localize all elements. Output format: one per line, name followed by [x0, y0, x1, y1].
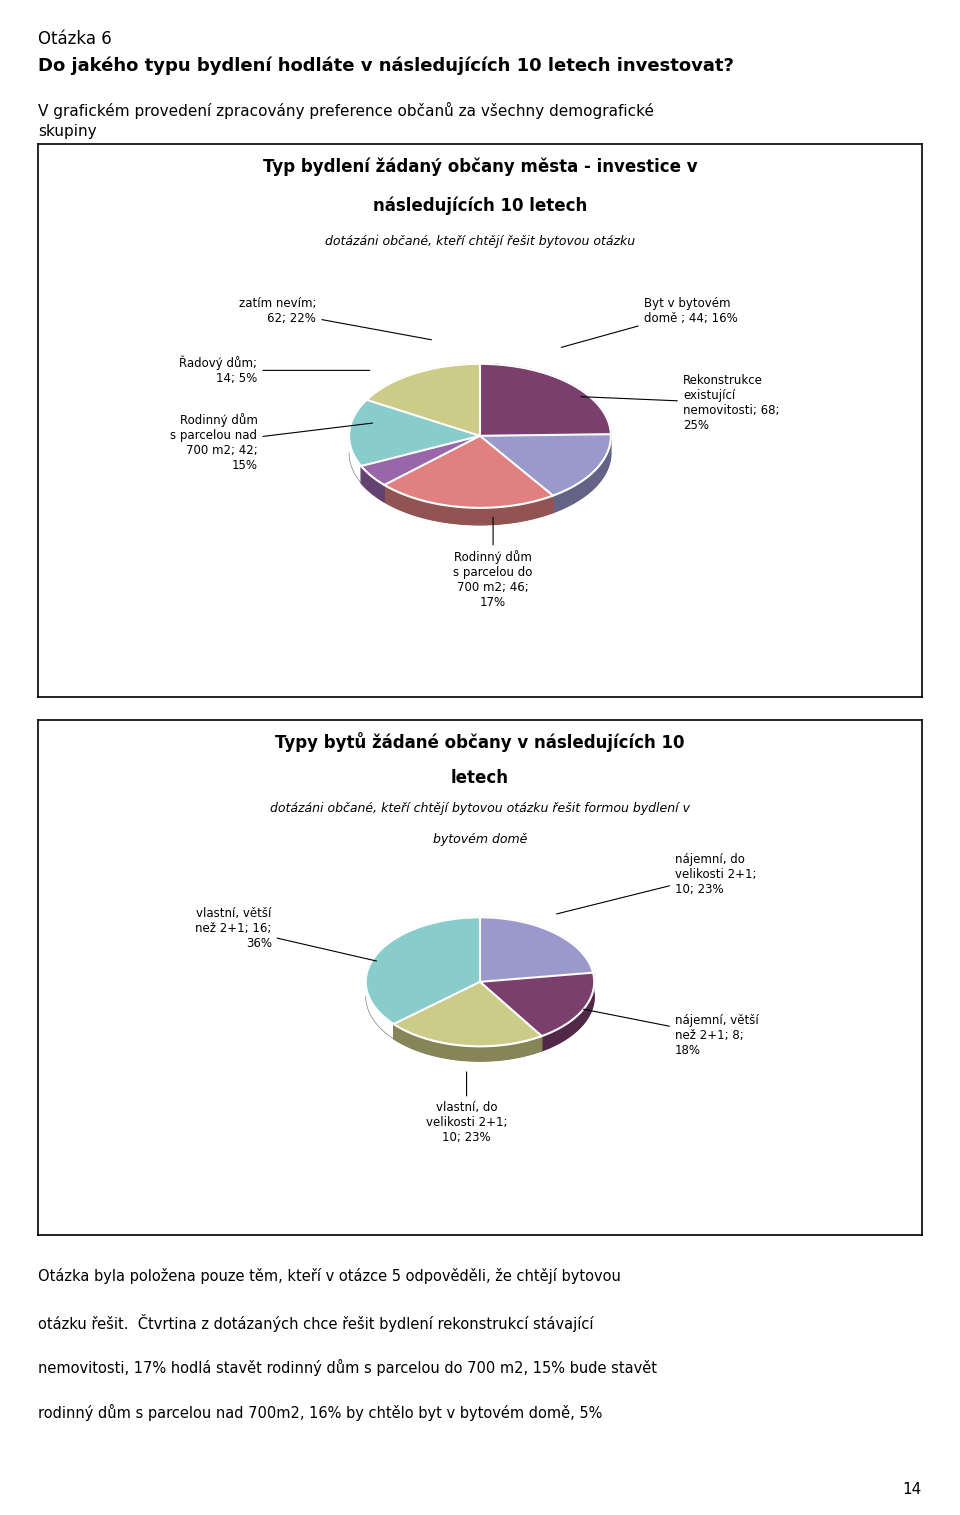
- Text: Řadový dům;
14; 5%: Řadový dům; 14; 5%: [180, 356, 370, 385]
- Text: Byt v bytovém
domě ; 44; 16%: Byt v bytovém domě ; 44; 16%: [562, 297, 737, 347]
- Text: vlastní, větší
než 2+1; 16;
36%: vlastní, větší než 2+1; 16; 36%: [195, 906, 376, 961]
- Polygon shape: [553, 435, 611, 512]
- Polygon shape: [366, 917, 480, 1024]
- Polygon shape: [541, 973, 594, 1051]
- Text: Rekonstrukce
existující
nemovitosti; 68;
25%: Rekonstrukce existující nemovitosti; 68;…: [581, 374, 780, 432]
- Text: rodinný dům s parcelou nad 700m2, 16% by chtělo byt v bytovém domě, 5%: rodinný dům s parcelou nad 700m2, 16% by…: [38, 1404, 603, 1421]
- Text: dotázáni občané, kteří chtějí řešit bytovou otázku: dotázáni občané, kteří chtějí řešit byto…: [324, 235, 636, 248]
- Text: Rodinný dům
s parcelou nad
700 m2; 42;
15%: Rodinný dům s parcelou nad 700 m2; 42; 1…: [171, 414, 372, 471]
- Text: vlastní, do
velikosti 2+1;
10; 23%: vlastní, do velikosti 2+1; 10; 23%: [426, 1073, 507, 1144]
- Polygon shape: [367, 364, 480, 436]
- Text: letech: letech: [451, 768, 509, 786]
- Polygon shape: [361, 436, 480, 485]
- Polygon shape: [384, 436, 553, 508]
- Text: Typ bydlení žádaný občany města - investice v: Typ bydlení žádaný občany města - invest…: [263, 158, 697, 176]
- Text: nájemní, větší
než 2+1; 8;
18%: nájemní, větší než 2+1; 8; 18%: [584, 1009, 758, 1057]
- Text: skupiny: skupiny: [38, 124, 97, 139]
- Polygon shape: [480, 364, 611, 436]
- Text: Otázka byla položena pouze těm, kteří v otázce 5 odpověděli, že chtějí bytovou: Otázka byla položena pouze těm, kteří v …: [38, 1268, 621, 1285]
- Polygon shape: [384, 485, 553, 524]
- Polygon shape: [394, 982, 541, 1047]
- Text: 14: 14: [902, 1482, 922, 1497]
- Polygon shape: [349, 400, 480, 467]
- Text: otázku řešit.  Čtvrtina z dotázaných chce řešit bydlení rekonstrukcí stávající: otázku řešit. Čtvrtina z dotázaných chce…: [38, 1314, 594, 1332]
- Text: V grafickém provedení zpracovány preference občanů za všechny demografické: V grafickém provedení zpracovány prefere…: [38, 102, 655, 118]
- Polygon shape: [361, 467, 384, 501]
- Text: nemovitosti, 17% hodlá stavět rodinný dům s parcelou do 700 m2, 15% bude stavět: nemovitosti, 17% hodlá stavět rodinný dů…: [38, 1359, 658, 1376]
- Text: nájemní, do
velikosti 2+1;
10; 23%: nájemní, do velikosti 2+1; 10; 23%: [557, 853, 756, 914]
- Polygon shape: [480, 973, 594, 1036]
- Text: Do jakého typu bydlení hodláte v následujících 10 letech investovat?: Do jakého typu bydlení hodláte v následu…: [38, 56, 734, 74]
- Polygon shape: [480, 435, 611, 495]
- Text: Rodinný dům
s parcelou do
700 m2; 46;
17%: Rodinný dům s parcelou do 700 m2; 46; 17…: [453, 517, 533, 609]
- Text: bytovém domě: bytovém domě: [433, 833, 527, 845]
- Text: dotázáni občané, kteří chtějí bytovou otázku řešit formou bydlení v: dotázáni občané, kteří chtějí bytovou ot…: [270, 801, 690, 815]
- Text: Typy bytů žádané občany v následujících 10: Typy bytů žádané občany v následujících …: [276, 733, 684, 753]
- Text: následujících 10 letech: následujících 10 letech: [372, 197, 588, 215]
- Polygon shape: [394, 1024, 541, 1060]
- Text: Otázka 6: Otázka 6: [38, 30, 112, 48]
- Text: zatím nevím;
62; 22%: zatím nevím; 62; 22%: [239, 297, 431, 339]
- Polygon shape: [480, 917, 593, 982]
